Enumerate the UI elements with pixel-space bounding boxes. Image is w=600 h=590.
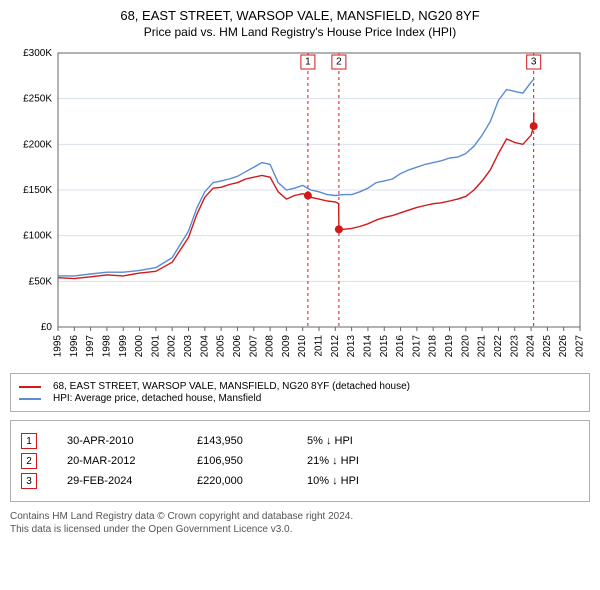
svg-text:£100K: £100K: [23, 231, 52, 242]
event-row: 1 30-APR-2010 £143,950 5% ↓ HPI: [21, 433, 579, 449]
title-line1: 68, EAST STREET, WARSOP VALE, MANSFIELD,…: [10, 8, 590, 23]
svg-text:2024: 2024: [526, 335, 537, 358]
svg-text:2013: 2013: [346, 335, 357, 358]
svg-text:£250K: £250K: [23, 94, 52, 105]
event-row: 2 20-MAR-2012 £106,950 21% ↓ HPI: [21, 453, 579, 469]
svg-text:2023: 2023: [509, 335, 520, 358]
event-price: £106,950: [197, 455, 277, 467]
footer-line1: Contains HM Land Registry data © Crown c…: [10, 510, 590, 523]
svg-text:1999: 1999: [118, 335, 129, 358]
svg-text:£150K: £150K: [23, 185, 52, 196]
svg-text:1996: 1996: [69, 335, 80, 358]
svg-text:2021: 2021: [477, 335, 488, 358]
svg-text:£200K: £200K: [23, 139, 52, 150]
svg-text:2004: 2004: [199, 335, 210, 358]
legend: 68, EAST STREET, WARSOP VALE, MANSFIELD,…: [10, 373, 590, 412]
event-diff: 5% ↓ HPI: [307, 435, 407, 447]
event-marker-icon: 1: [21, 433, 37, 449]
svg-text:2025: 2025: [542, 335, 553, 358]
events-table: 1 30-APR-2010 £143,950 5% ↓ HPI 2 20-MAR…: [10, 420, 590, 502]
svg-text:2001: 2001: [150, 335, 161, 358]
legend-item: 68, EAST STREET, WARSOP VALE, MANSFIELD,…: [19, 381, 581, 392]
svg-text:2003: 2003: [183, 335, 194, 358]
event-marker-icon: 2: [21, 453, 37, 469]
event-date: 29-FEB-2024: [67, 475, 167, 487]
svg-text:2022: 2022: [493, 335, 504, 358]
event-date: 20-MAR-2012: [67, 455, 167, 467]
svg-text:2002: 2002: [167, 335, 178, 358]
svg-text:2011: 2011: [314, 335, 325, 357]
svg-text:2018: 2018: [428, 335, 439, 358]
svg-text:1: 1: [305, 57, 311, 68]
svg-text:2007: 2007: [248, 335, 259, 358]
svg-text:2000: 2000: [134, 335, 145, 358]
svg-text:2014: 2014: [362, 335, 373, 358]
event-price: £220,000: [197, 475, 277, 487]
svg-text:2016: 2016: [395, 335, 406, 358]
svg-text:2005: 2005: [216, 335, 227, 358]
svg-text:3: 3: [531, 57, 537, 68]
svg-text:1995: 1995: [53, 335, 64, 358]
legend-label: 68, EAST STREET, WARSOP VALE, MANSFIELD,…: [53, 381, 410, 392]
svg-text:£300K: £300K: [23, 48, 52, 59]
svg-text:2015: 2015: [379, 335, 390, 358]
svg-text:2026: 2026: [558, 335, 569, 358]
chart-svg: £0 £50K £100K £150K £200K £250K £300K 1995 1996 1…: [10, 47, 590, 367]
svg-text:£50K: £50K: [29, 276, 53, 287]
event-row: 3 29-FEB-2024 £220,000 10% ↓ HPI: [21, 473, 579, 489]
title-line2: Price paid vs. HM Land Registry's House …: [10, 25, 590, 39]
svg-text:2009: 2009: [281, 335, 292, 358]
chart: £0 £50K £100K £150K £200K £250K £300K 1995 1996 1…: [10, 47, 590, 367]
svg-text:£0: £0: [41, 322, 53, 333]
event-marker-icon: 3: [21, 473, 37, 489]
svg-text:2010: 2010: [297, 335, 308, 358]
footer-line2: This data is licensed under the Open Gov…: [10, 523, 590, 536]
svg-text:2012: 2012: [330, 335, 341, 358]
svg-text:2027: 2027: [575, 335, 586, 358]
event-date: 30-APR-2010: [67, 435, 167, 447]
svg-text:2006: 2006: [232, 335, 243, 358]
legend-label: HPI: Average price, detached house, Mans…: [53, 393, 261, 404]
event-diff: 21% ↓ HPI: [307, 455, 407, 467]
event-diff: 10% ↓ HPI: [307, 475, 407, 487]
svg-text:1998: 1998: [101, 335, 112, 358]
svg-text:2: 2: [336, 57, 342, 68]
svg-text:1997: 1997: [85, 335, 96, 358]
chart-title-block: 68, EAST STREET, WARSOP VALE, MANSFIELD,…: [10, 8, 590, 39]
legend-swatch: [19, 398, 41, 400]
legend-item: HPI: Average price, detached house, Mans…: [19, 393, 581, 404]
svg-text:2019: 2019: [444, 335, 455, 358]
svg-text:2020: 2020: [460, 335, 471, 358]
svg-text:2017: 2017: [411, 335, 422, 358]
svg-text:2008: 2008: [265, 335, 276, 358]
legend-swatch: [19, 386, 41, 388]
event-price: £143,950: [197, 435, 277, 447]
footer: Contains HM Land Registry data © Crown c…: [10, 510, 590, 536]
